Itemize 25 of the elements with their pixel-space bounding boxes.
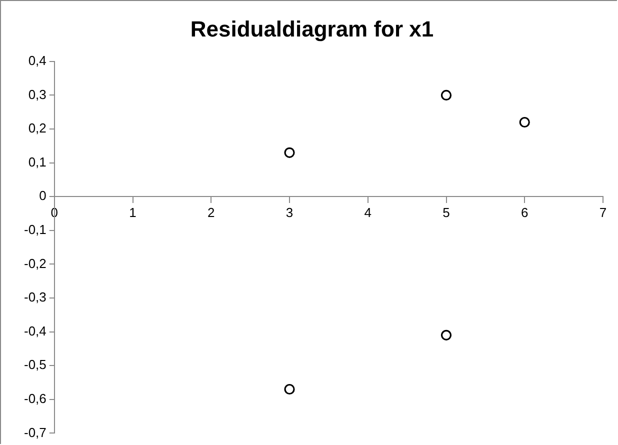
x-tick-label: 4 <box>364 204 372 220</box>
y-tick-label: -0,3 <box>24 290 46 305</box>
point <box>284 384 295 395</box>
x-tick-label: 2 <box>208 204 215 220</box>
y-tick-label: 0,4 <box>28 52 46 68</box>
y-tick-label: -0,6 <box>24 390 46 406</box>
point <box>519 116 530 128</box>
x-tick-label: 3 <box>286 204 294 220</box>
y-tick-label: -0,2 <box>24 256 46 271</box>
x-tick-label: 5 <box>442 204 450 220</box>
chart-title: Residualdiagram for x1 <box>190 16 434 42</box>
y-tick-label: -0,5 <box>24 357 46 372</box>
y-tick-label: -0,1 <box>24 222 46 237</box>
point <box>440 330 452 340</box>
y-tick-label: 0 <box>39 188 46 204</box>
x-tick-label: 6 <box>521 204 528 220</box>
x-tick-label: 7 <box>599 204 607 220</box>
point <box>284 147 295 158</box>
y-tick-label: 0,3 <box>28 86 46 102</box>
y-tick-label: 0,1 <box>28 154 46 170</box>
y-tick-label: 0,2 <box>28 120 46 136</box>
y-tick-label: -0,7 <box>24 424 46 440</box>
y-tick-label: -0,4 <box>24 323 46 338</box>
x-tick-label: 1 <box>129 204 136 220</box>
point <box>440 90 452 100</box>
